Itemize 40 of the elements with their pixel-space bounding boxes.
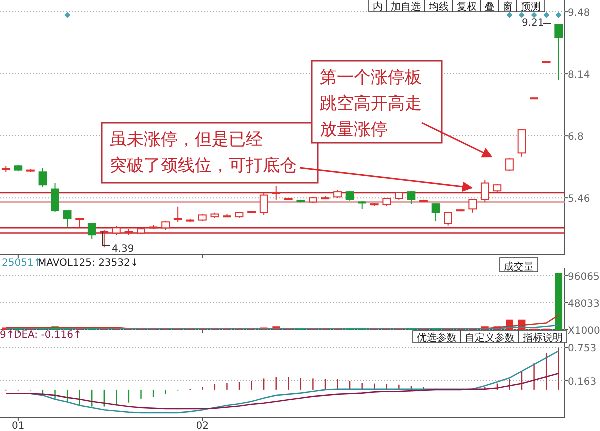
candlestick bbox=[480, 180, 490, 203]
annotation: MAVOL125: 23532↓ bbox=[38, 258, 139, 269]
candlestick bbox=[260, 192, 268, 216]
annotation: 9↑ bbox=[0, 330, 15, 341]
annotation: 成交量 bbox=[504, 261, 534, 273]
y-tick-label: 8.14 bbox=[568, 70, 590, 82]
y-tick-label: 9.48 bbox=[568, 8, 590, 20]
candlestick bbox=[444, 211, 452, 226]
annotation: 优选参数 自定义参数 指标说明 bbox=[417, 332, 563, 344]
bar bbox=[555, 273, 563, 330]
y-tick-label: 6.8 bbox=[568, 132, 584, 144]
candlestick bbox=[38, 167, 48, 188]
candlestick bbox=[346, 190, 354, 202]
candlestick bbox=[272, 186, 281, 200]
annotation: 第一个涨停板跳空高开高走放量涨停 bbox=[320, 68, 422, 140]
candlestick bbox=[51, 182, 60, 212]
y-tick-label: 0.753 bbox=[568, 344, 597, 355]
y-tick-label: 5.46 bbox=[568, 194, 590, 206]
candlestick bbox=[468, 198, 478, 214]
annotation: 9.21 bbox=[522, 18, 544, 29]
y-tick-label: X1000 bbox=[568, 326, 600, 337]
y-tick-label: 0.163 bbox=[568, 376, 597, 388]
y-tick-label: 48033 bbox=[568, 298, 600, 310]
candlestick bbox=[63, 210, 72, 228]
candlestick bbox=[100, 230, 109, 248]
annotation: DEA: -0.116↑ bbox=[14, 330, 82, 341]
candlestick bbox=[554, 24, 564, 81]
annotation: 4.39 bbox=[112, 244, 134, 255]
candlestick bbox=[432, 202, 440, 222]
x-tick-label: 02 bbox=[196, 421, 210, 431]
annotation: 内 加自选 均线 复权 叠 窗 预测 bbox=[373, 1, 541, 13]
candlestick bbox=[88, 222, 96, 240]
annotation: 虽未涨停，但是已经突破了颈线位，可打底仓 bbox=[110, 130, 297, 176]
x-tick-label: 01 bbox=[12, 421, 25, 431]
line-series bbox=[5, 373, 560, 410]
candlestick bbox=[518, 128, 526, 158]
y-tick-label: 96065 bbox=[568, 272, 600, 283]
candlestick bbox=[407, 190, 416, 205]
candlestick bbox=[174, 206, 182, 223]
candlestick bbox=[76, 217, 84, 228]
